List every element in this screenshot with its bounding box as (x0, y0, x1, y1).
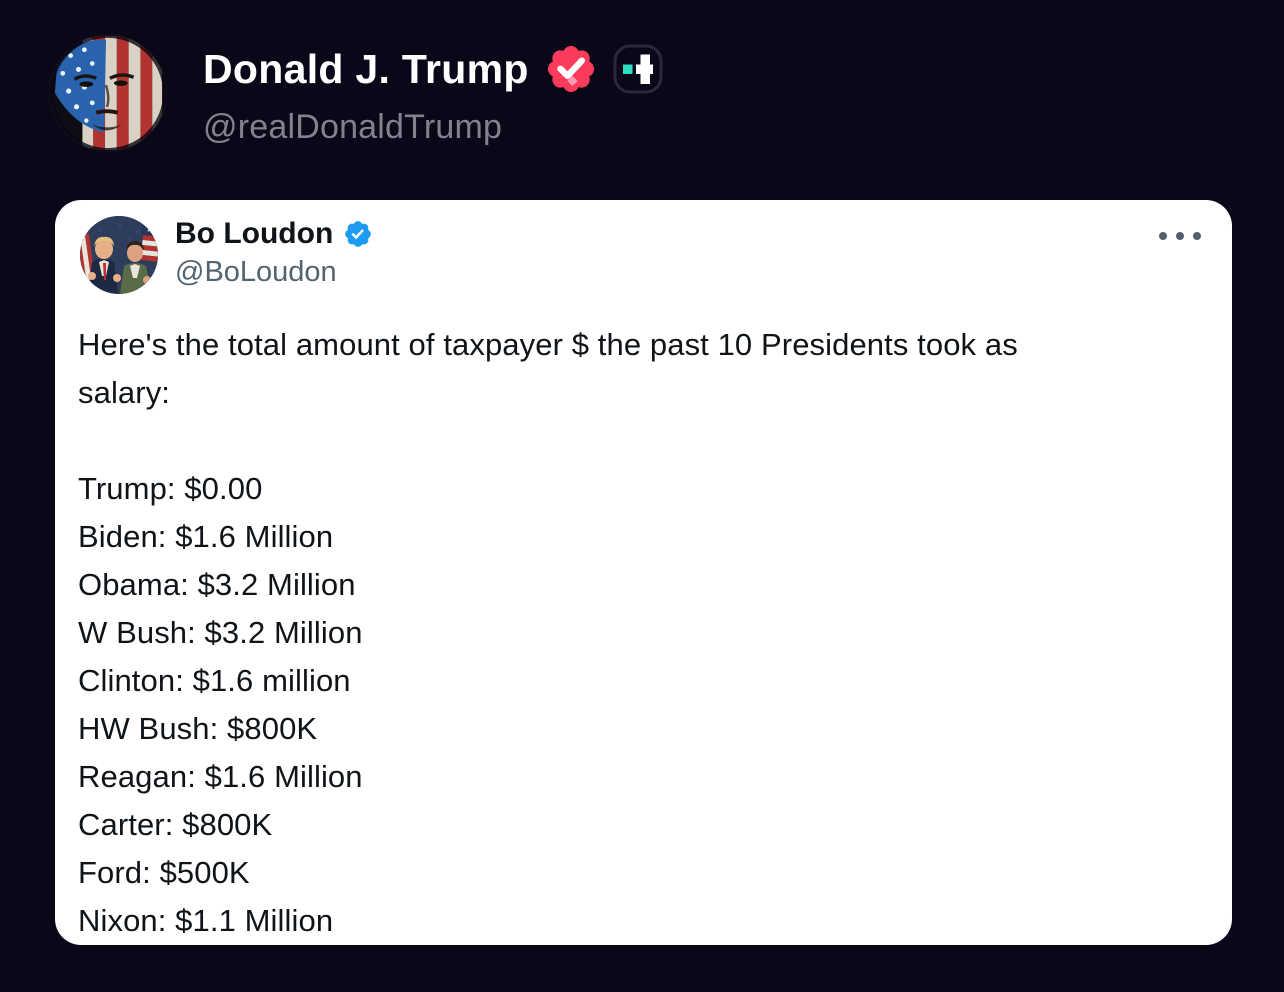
tweet-text-line: Trump: $0.00 (78, 471, 263, 506)
truth-verified-badge-icon (544, 42, 598, 96)
quoted-avatar-photo-art (80, 216, 158, 294)
truth-plus-button[interactable] (613, 44, 663, 94)
tweet-text-line: W Bush: $3.2 Million (78, 615, 363, 650)
tweet-text-line: Reagan: $1.6 Million (78, 759, 363, 794)
more-dot (1159, 232, 1167, 240)
author-name-row: Donald J. Trump (203, 40, 663, 98)
quoted-author-name[interactable]: Bo Loudon (175, 217, 334, 250)
author-avatar[interactable] (49, 34, 167, 152)
tweet-text-line (78, 417, 1212, 465)
quoted-tweet-card[interactable]: Bo Loudon @BoLoudon Here's the total amo… (55, 200, 1232, 945)
more-options-button[interactable] (1155, 228, 1205, 244)
author-name[interactable]: Donald J. Trump (203, 45, 529, 92)
tweet-text-line: Obama: $3.2 Million (78, 567, 356, 602)
tweet-text-line: Carter: $800K (78, 807, 273, 842)
twitter-verified-badge-icon (343, 219, 373, 249)
more-dot (1193, 232, 1201, 240)
tweet-text-line: Ford: $500K (78, 855, 250, 890)
quoted-author-handle[interactable]: @BoLoudon (175, 256, 337, 288)
tweet-text-line: HW Bush: $800K (78, 711, 318, 746)
tweet-text-line: Nixon: $1.1 Million (78, 903, 334, 938)
tweet-text-line: Biden: $1.6 Million (78, 519, 334, 554)
flag-face-avatar-art (49, 34, 167, 152)
tweet-text-line: salary: (78, 375, 171, 410)
more-dot (1176, 232, 1184, 240)
tweet-body: Here's the total amount of taxpayer $ th… (78, 321, 1212, 945)
author-handle[interactable]: @realDonaldTrump (203, 108, 503, 146)
tweet-text-line: Clinton: $1.6 million (78, 663, 351, 698)
quoted-author-avatar[interactable] (80, 216, 158, 294)
tweet-text-line: Here's the total amount of taxpayer $ th… (78, 327, 1018, 362)
quoted-author-name-row: Bo Loudon (175, 217, 373, 251)
